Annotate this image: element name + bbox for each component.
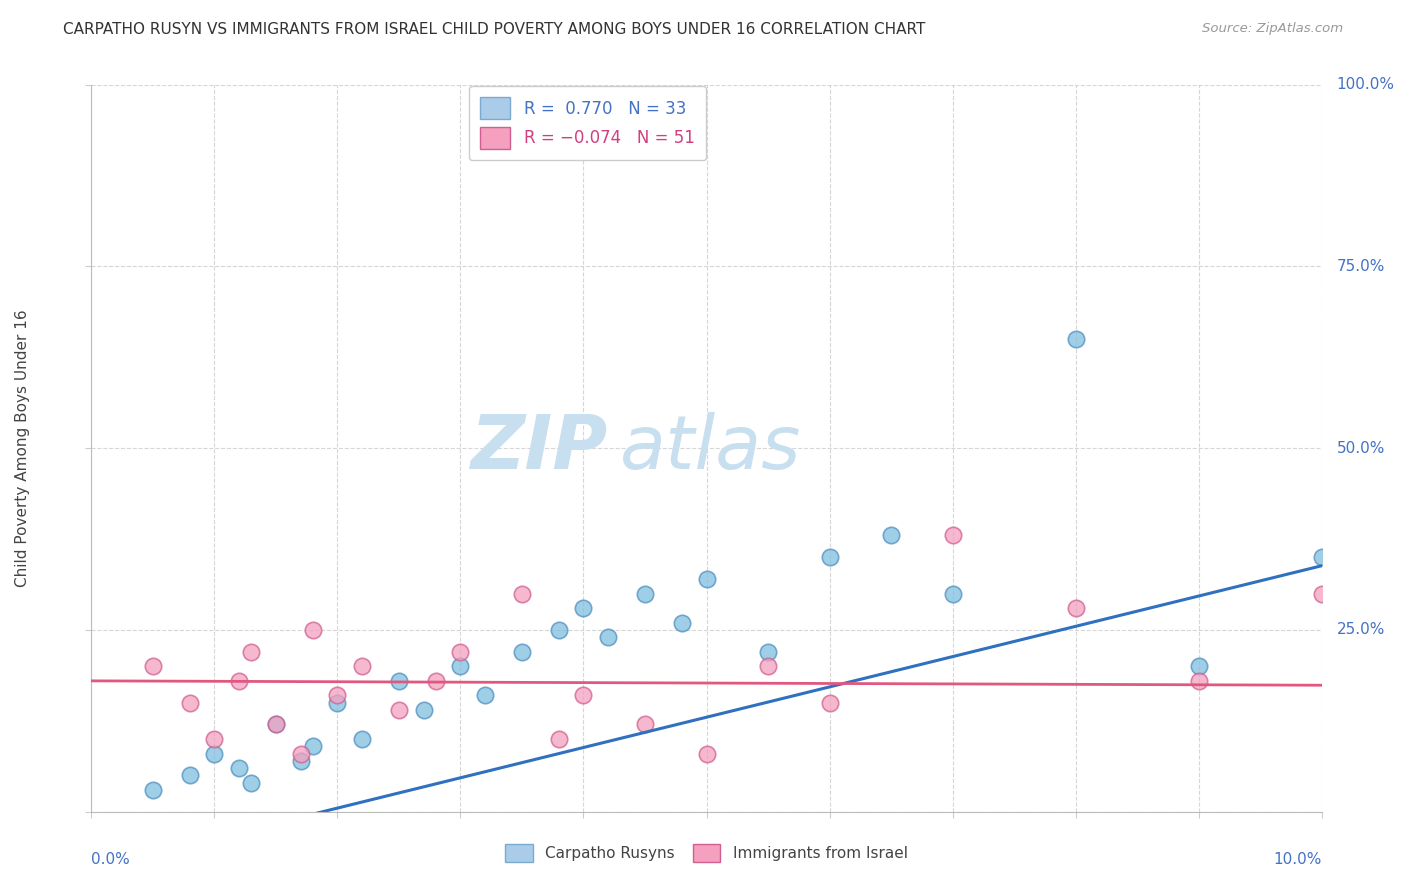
Text: 10.0%: 10.0% (1274, 852, 1322, 867)
Point (572, 601, 595, 615)
Text: CARPATHO RUSYN VS IMMIGRANTS FROM ISRAEL CHILD POVERTY AMONG BOYS UNDER 16 CORRE: CARPATHO RUSYN VS IMMIGRANTS FROM ISRAEL… (63, 22, 925, 37)
Point (264, 717, 287, 731)
Text: 25.0%: 25.0% (1336, 623, 1385, 638)
Point (818, 550, 841, 565)
Text: Source: ZipAtlas.com: Source: ZipAtlas.com (1202, 22, 1343, 36)
Point (1187, 659, 1209, 673)
Point (202, 731, 225, 746)
Point (301, 739, 323, 754)
Point (202, 747, 225, 761)
Point (264, 717, 287, 731)
Text: 100.0%: 100.0% (1336, 78, 1395, 92)
Text: 0.0%: 0.0% (91, 852, 131, 867)
Point (695, 747, 717, 761)
Text: atlas: atlas (620, 412, 801, 484)
Point (142, 783, 165, 797)
Point (412, 703, 434, 717)
Point (941, 528, 963, 542)
Text: Child Poverty Among Boys Under 16: Child Poverty Among Boys Under 16 (15, 310, 30, 587)
Point (449, 659, 471, 673)
Point (240, 645, 263, 659)
Point (1310, 550, 1333, 565)
Point (352, 731, 374, 746)
Point (510, 645, 533, 659)
Point (179, 768, 201, 782)
Point (634, 717, 657, 731)
Point (695, 572, 717, 586)
Point (756, 659, 779, 673)
Point (756, 645, 779, 659)
Point (179, 696, 201, 710)
Point (634, 587, 657, 601)
Point (425, 673, 447, 688)
Point (671, 615, 693, 630)
Point (290, 754, 312, 768)
Point (228, 761, 250, 775)
Point (941, 587, 963, 601)
Point (142, 659, 165, 673)
Point (1064, 332, 1087, 346)
Point (388, 703, 411, 717)
Point (572, 689, 595, 703)
Text: ZIP: ZIP (471, 412, 607, 484)
Point (240, 775, 263, 789)
Point (1310, 587, 1333, 601)
Point (326, 696, 349, 710)
Point (474, 689, 496, 703)
Text: 75.0%: 75.0% (1336, 259, 1385, 274)
Point (1064, 601, 1087, 615)
Point (326, 689, 349, 703)
Legend: Carpatho Rusyns, Immigrants from Israel: Carpatho Rusyns, Immigrants from Israel (498, 837, 915, 870)
Point (818, 696, 841, 710)
Point (547, 731, 569, 746)
Point (596, 630, 619, 644)
Point (449, 645, 471, 659)
Point (290, 747, 312, 761)
Point (301, 623, 323, 637)
Point (510, 587, 533, 601)
Point (880, 528, 903, 542)
Point (388, 673, 411, 688)
Point (1187, 673, 1209, 688)
Point (228, 673, 250, 688)
Text: 50.0%: 50.0% (1336, 441, 1385, 456)
Point (352, 659, 374, 673)
Point (547, 623, 569, 637)
